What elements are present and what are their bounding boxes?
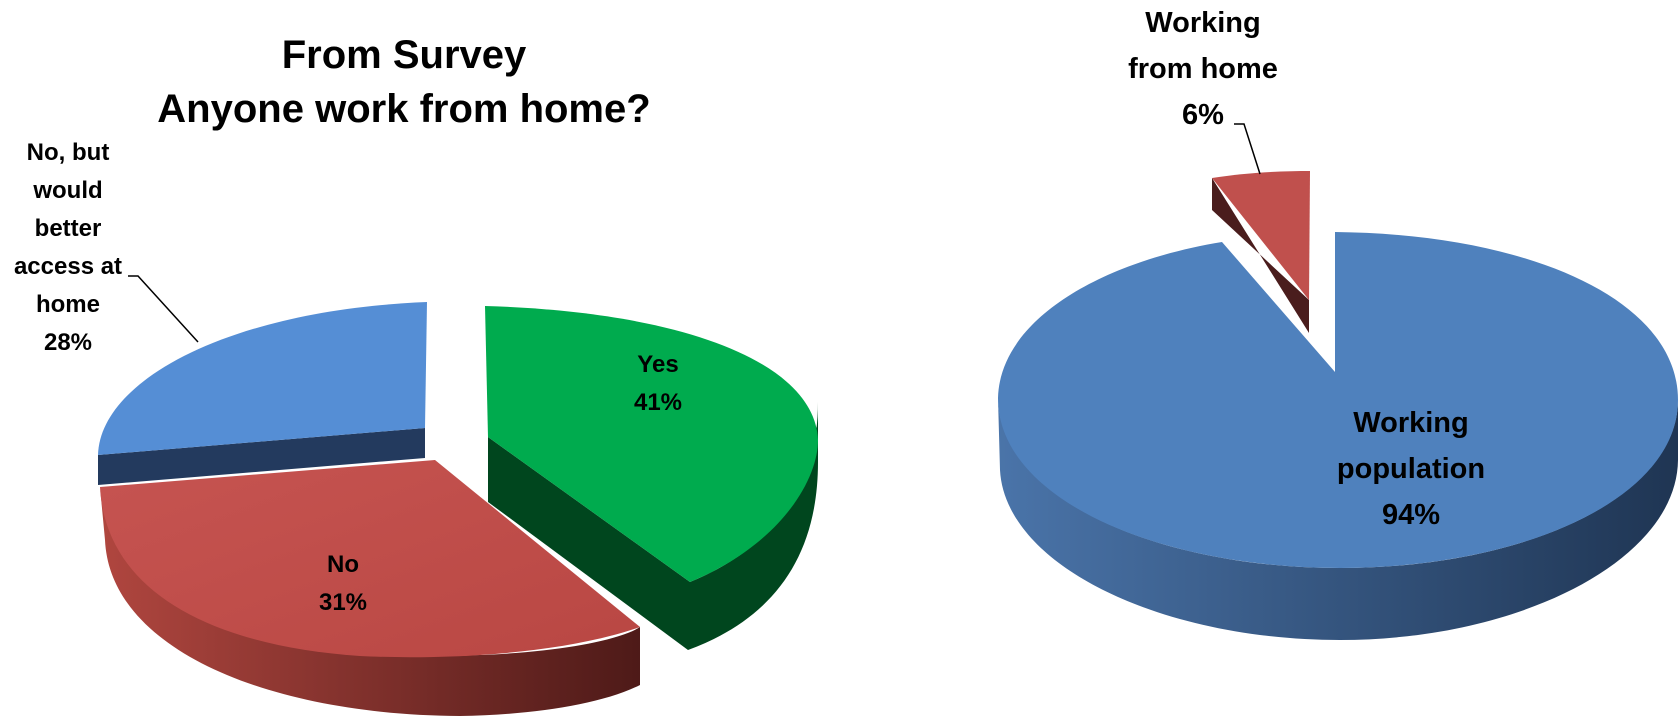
slice-no-but	[98, 302, 427, 455]
slice-working-population	[998, 232, 1678, 568]
pie-right: Working population 94% Working from home…	[998, 7, 1678, 640]
slice-working-from-home-side	[1212, 178, 1309, 333]
label-no-but-line-5: home	[36, 291, 100, 318]
label-no-but-line-2: would	[32, 177, 102, 204]
label-working-population-value: 94%	[1382, 499, 1440, 531]
slice-working-population-side	[998, 398, 1678, 640]
slice-no-but-side	[98, 428, 425, 485]
label-no-but-line-4: access at	[14, 253, 122, 280]
label-no-but: No, but would better access at home 28%	[14, 139, 122, 356]
slice-working-from-home	[1212, 171, 1310, 300]
slice-yes-side	[488, 402, 818, 650]
label-yes-value: 41%	[634, 389, 682, 416]
label-yes: Yes	[637, 351, 678, 378]
chart-title-line-2: Anyone work from home?	[157, 87, 650, 131]
leader-line-working-from-home	[1234, 123, 1261, 175]
label-working-from-home-value: 6%	[1182, 99, 1224, 131]
label-working-population-line-1: Working	[1353, 407, 1468, 439]
slice-yes	[485, 306, 818, 582]
slice-no-side	[100, 487, 640, 716]
label-no-but-value: 28%	[44, 329, 92, 356]
label-working-from-home-line-1: Working	[1145, 7, 1260, 39]
label-no-but-line-1: No, but	[27, 139, 110, 166]
label-working-population-line-2: population	[1337, 453, 1485, 485]
pie-left: Yes 41% No 31% No, but would better acce…	[14, 139, 818, 716]
slice-no	[100, 460, 640, 658]
label-no-but-line-3: better	[35, 215, 102, 242]
label-no: No	[327, 551, 359, 578]
label-working-from-home-line-2: from home	[1128, 53, 1278, 85]
label-no-value: 31%	[319, 589, 367, 616]
leader-line-no-but	[128, 275, 199, 343]
chart-title-line-1: From Survey	[282, 33, 527, 77]
